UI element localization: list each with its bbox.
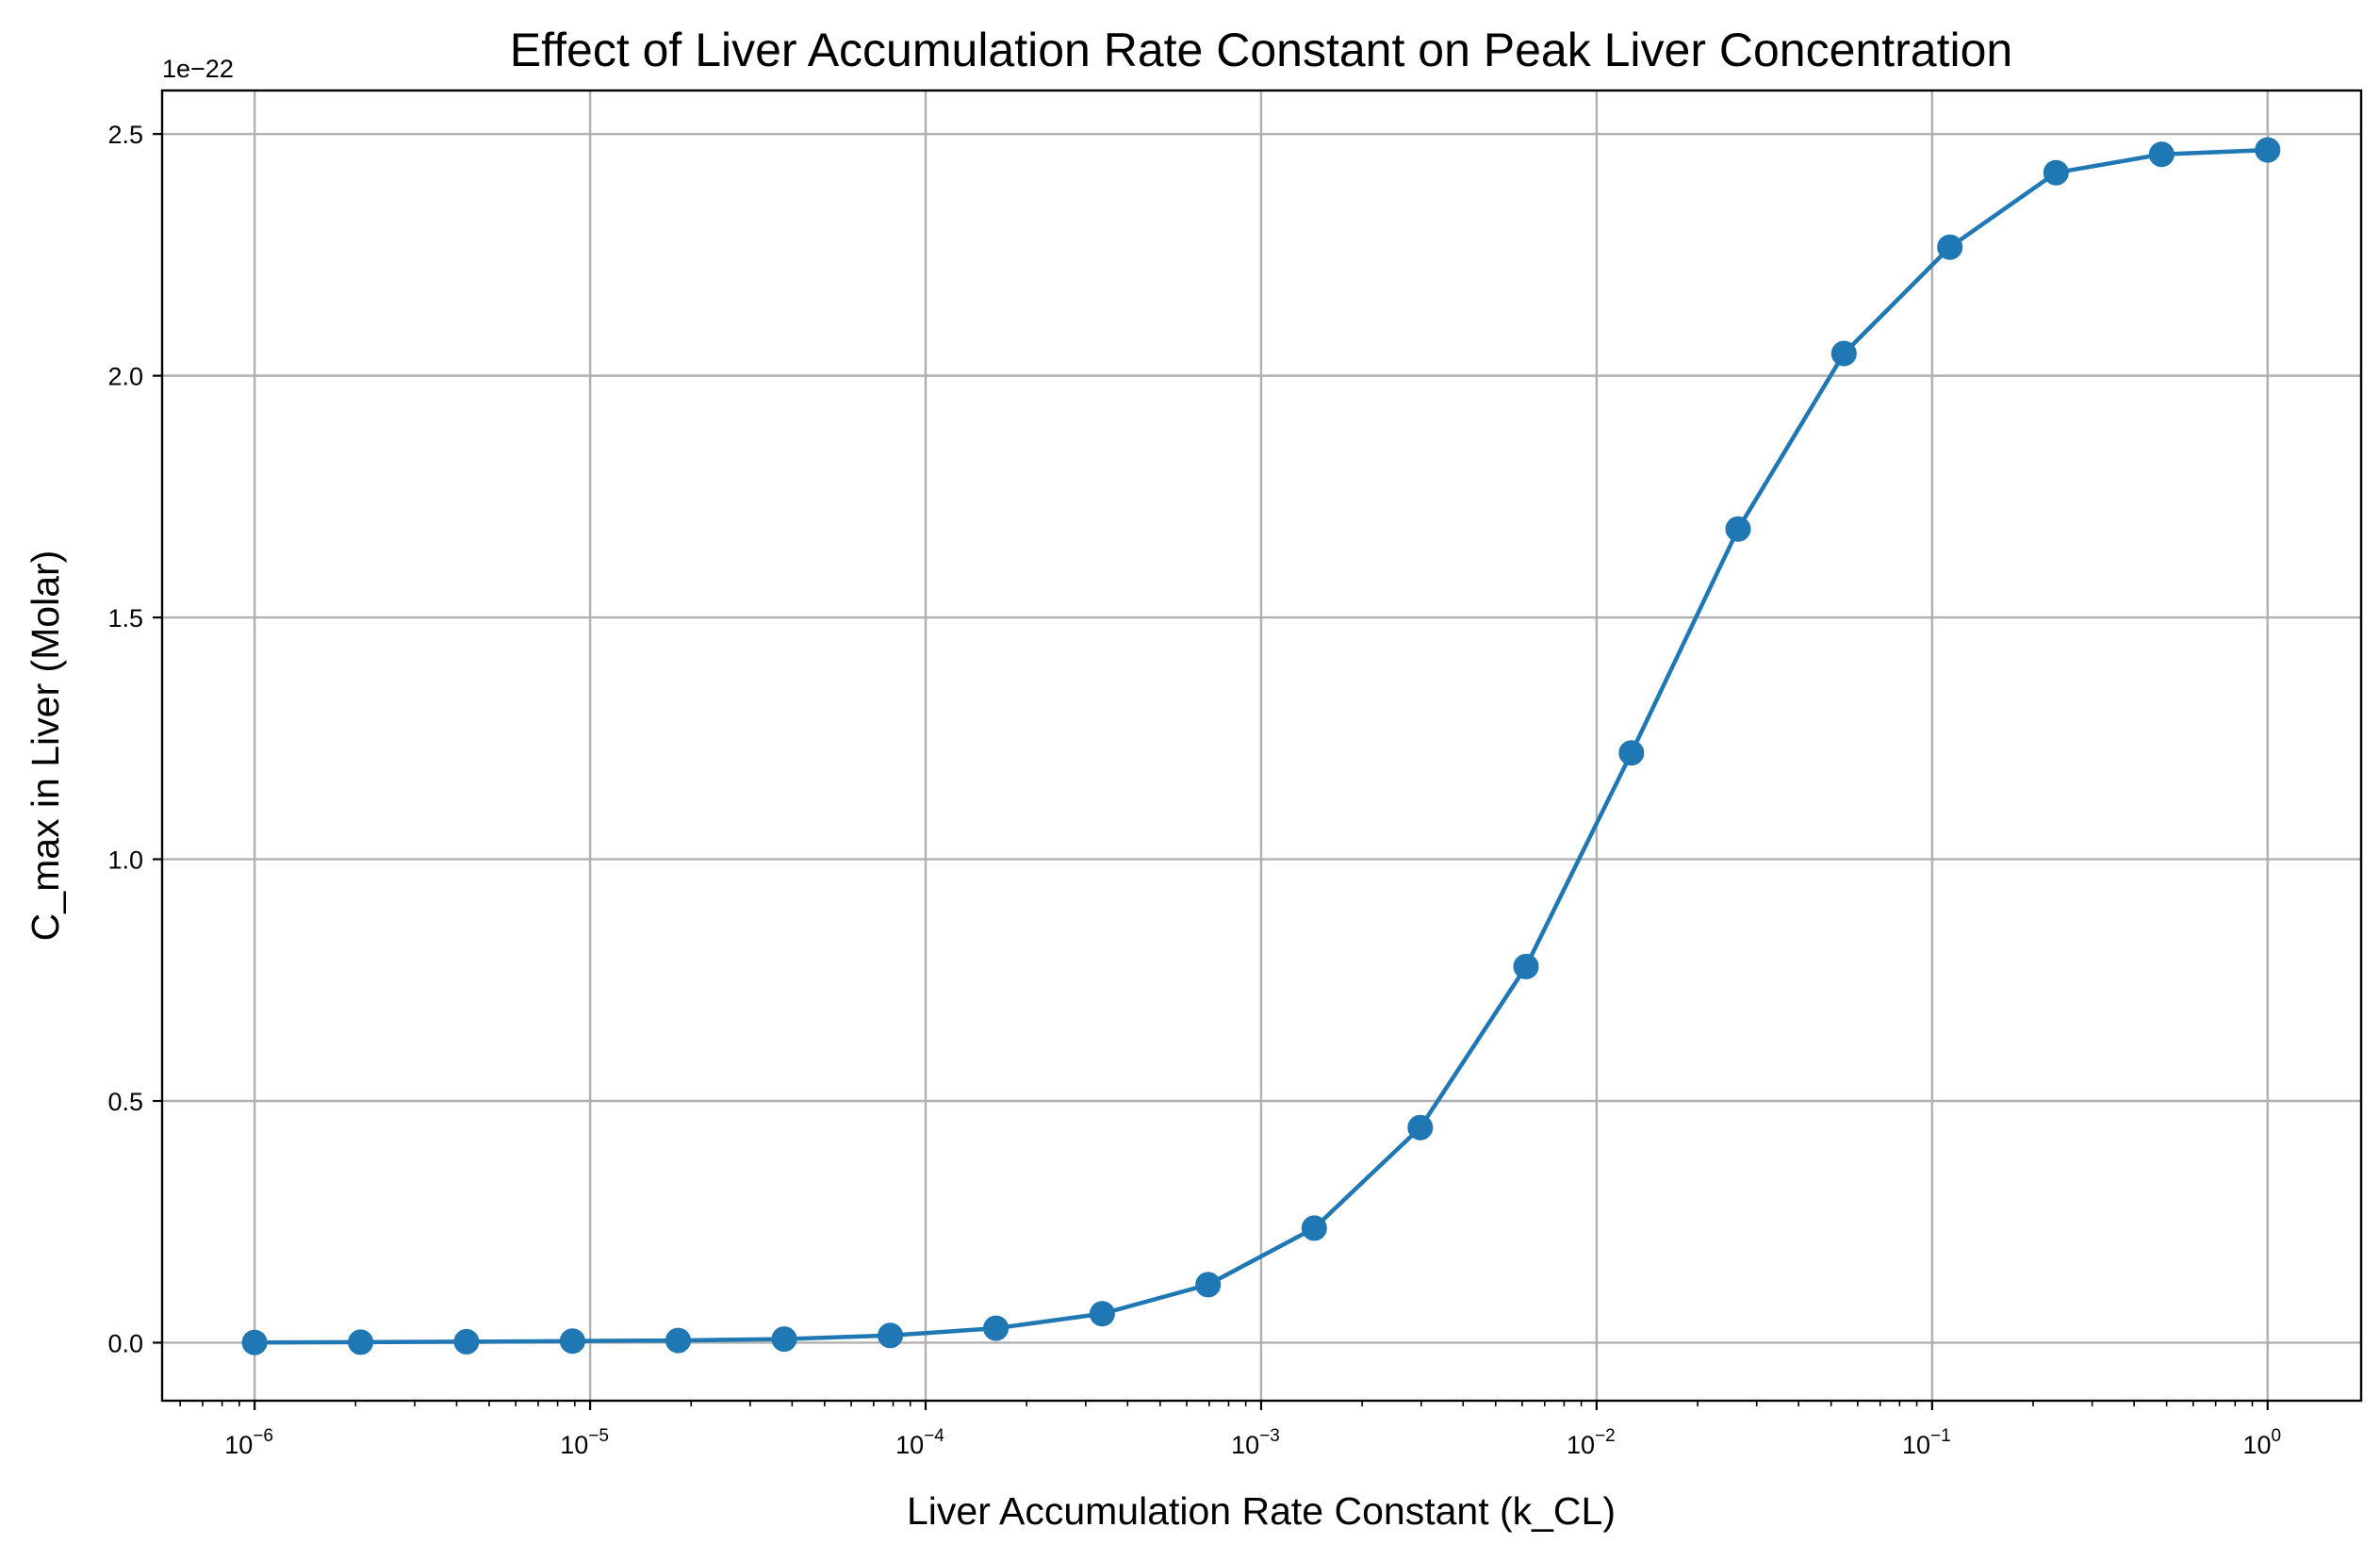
data-point bbox=[1089, 1301, 1115, 1327]
x-tick-label: 10−1 bbox=[1902, 1426, 1951, 1459]
data-point bbox=[1618, 740, 1645, 766]
data-point bbox=[878, 1322, 904, 1349]
data-point bbox=[1513, 953, 1539, 979]
x-tick-base: 10 bbox=[1231, 1431, 1259, 1459]
x-tick-exponent: −2 bbox=[1595, 1426, 1616, 1446]
x-tick-base: 10 bbox=[895, 1431, 924, 1459]
data-point bbox=[1937, 234, 1963, 260]
data-point bbox=[1407, 1114, 1434, 1141]
x-tick-label: 10−6 bbox=[224, 1426, 273, 1459]
series-line bbox=[254, 147, 2268, 1345]
data-point bbox=[348, 1329, 374, 1355]
y-tick-label: 0.5 bbox=[107, 1088, 143, 1116]
x-tick-exponent: −1 bbox=[1930, 1426, 1951, 1446]
data-point bbox=[771, 1326, 797, 1353]
data-point bbox=[1830, 340, 1857, 367]
x-tick-label: 100 bbox=[2242, 1426, 2281, 1459]
data-point bbox=[453, 1328, 480, 1355]
x-tick-base: 10 bbox=[1567, 1431, 1595, 1459]
y-tick-label: 0.0 bbox=[107, 1329, 143, 1357]
x-tick-label: 10−3 bbox=[1231, 1426, 1280, 1459]
ticks: 10−6 10−5 10−4 10−3 10−2 10−1 1000.00.51.01.52… bbox=[107, 121, 2281, 1459]
data-point bbox=[1195, 1272, 1222, 1298]
y-axis-label: C_max in Liver (Molar) bbox=[24, 550, 67, 942]
data-point bbox=[2148, 141, 2175, 168]
data-point bbox=[665, 1327, 691, 1354]
x-tick-base: 10 bbox=[224, 1431, 253, 1459]
y-tick-label: 1.5 bbox=[107, 604, 143, 632]
data-point bbox=[241, 1329, 268, 1355]
series-layer bbox=[241, 137, 2281, 1355]
x-tick-base: 10 bbox=[560, 1431, 588, 1459]
data-point bbox=[2043, 159, 2069, 186]
x-tick-exponent: 0 bbox=[2272, 1426, 2282, 1446]
chart-title: Effect of Liver Accumulation Rate Consta… bbox=[510, 24, 2012, 76]
data-point bbox=[983, 1315, 1009, 1341]
x-tick-exponent: −3 bbox=[1259, 1426, 1280, 1446]
y-tick-label: 2.5 bbox=[107, 121, 143, 149]
y-tick-label: 1.0 bbox=[107, 846, 143, 875]
x-tick-label: 10−5 bbox=[560, 1426, 609, 1459]
data-point bbox=[559, 1328, 585, 1355]
x-tick-exponent: −6 bbox=[253, 1426, 273, 1446]
data-point bbox=[1725, 516, 1751, 542]
data-point bbox=[1301, 1215, 1327, 1241]
x-tick-label: 10−4 bbox=[895, 1426, 944, 1459]
x-tick-exponent: −4 bbox=[924, 1426, 944, 1446]
x-tick-exponent: −5 bbox=[588, 1426, 609, 1446]
x-tick-base: 10 bbox=[1902, 1431, 1930, 1459]
data-point bbox=[2255, 137, 2281, 163]
grid bbox=[162, 90, 2361, 1401]
x-tick-base: 10 bbox=[2242, 1431, 2271, 1459]
x-axis-label: Liver Accumulation Rate Constant (k_CL) bbox=[907, 1489, 1616, 1533]
y-offset-label: 1e−22 bbox=[162, 55, 234, 83]
y-tick-label: 2.0 bbox=[107, 363, 143, 391]
x-tick-label: 10−2 bbox=[1567, 1426, 1616, 1459]
